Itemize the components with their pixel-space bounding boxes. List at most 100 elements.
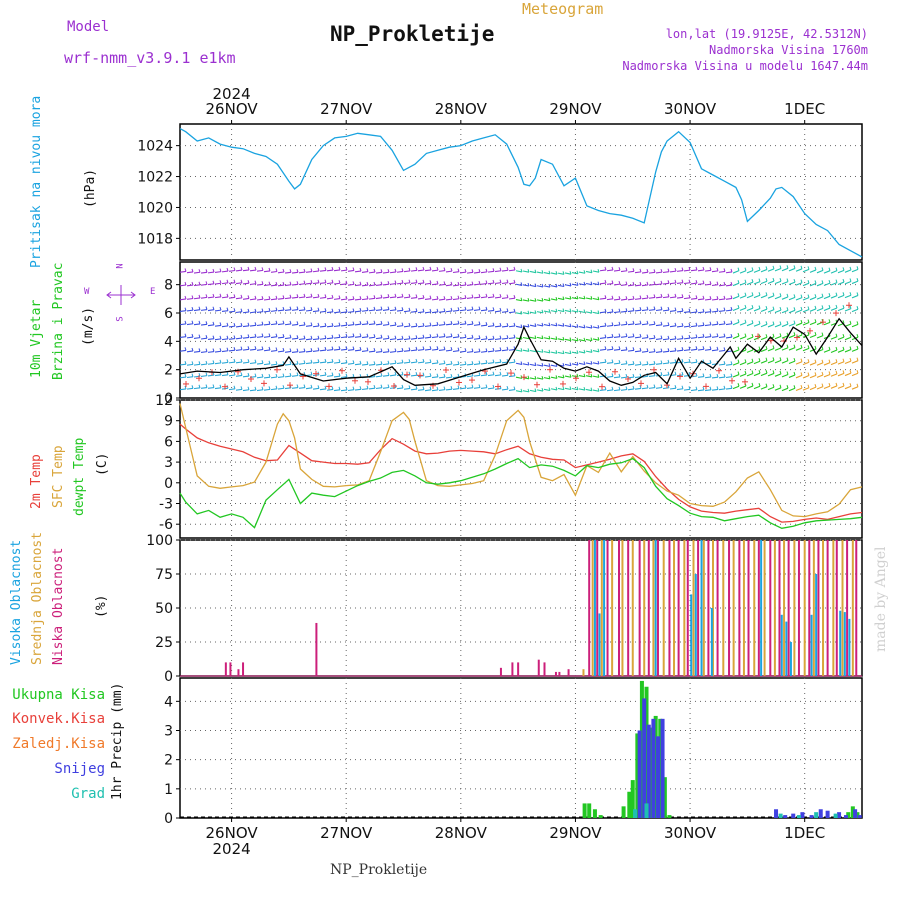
wind-barb-tick: [415, 279, 418, 283]
wind-barb: [263, 298, 271, 301]
wind-barb: [704, 298, 712, 301]
wind-barb-tick: [541, 335, 544, 339]
wind-barb-tick: [282, 385, 285, 389]
wind-barb: [816, 374, 824, 378]
wind-barb: [256, 336, 264, 338]
wind-barb-tick: [632, 333, 635, 337]
wind-barb-tick: [723, 307, 726, 311]
wind-barb-tick: [310, 322, 313, 326]
wind-barb: [697, 324, 705, 327]
wind-barb-tick: [205, 321, 208, 325]
wind-barb-tick: [751, 292, 754, 296]
wind-barb-tick: [527, 282, 530, 287]
wind-barb-tick: [394, 321, 397, 326]
wind-barb: [431, 311, 439, 314]
wind-barb: [788, 309, 796, 314]
wind-barb: [851, 294, 859, 299]
wind-barb: [641, 297, 649, 300]
wind-barb-tick: [828, 304, 831, 309]
wind-barb: [851, 360, 859, 364]
wind-barb-tick: [401, 347, 404, 352]
wind-barb-tick: [471, 306, 474, 310]
wind-barb-tick: [744, 292, 747, 296]
wind-barb: [655, 351, 663, 353]
wind-barb: [781, 360, 789, 364]
wind-barb: [333, 298, 341, 300]
wind-barb-tick: [786, 265, 789, 269]
temperature-ytick-label: 3: [164, 455, 173, 471]
wind-barb-tick: [282, 295, 285, 299]
wind-barb-tick: [373, 295, 376, 299]
wind-barb-tick: [471, 269, 474, 273]
wind-barb-tick: [604, 308, 607, 313]
wind-barb-tick: [611, 373, 614, 377]
wind-barb-tick: [604, 279, 607, 284]
wind-barb: [186, 297, 194, 300]
wind-barb-tick: [646, 348, 649, 352]
precip-bar: [646, 724, 651, 818]
wind-barb: [613, 324, 621, 327]
wind-barb: [557, 324, 565, 327]
wind-barb: [326, 325, 334, 328]
wind-barb: [697, 376, 705, 378]
precip-bar: [637, 730, 642, 818]
wind-barb: [648, 387, 656, 389]
wind-barb: [508, 297, 516, 300]
wind-barb-tick: [611, 346, 614, 350]
wind-barb: [340, 311, 348, 314]
wind-barb: [676, 361, 684, 364]
wind-barb: [459, 309, 467, 312]
wind-barb-tick: [506, 335, 509, 339]
tick-labels: 26NOV26NOV27NOV27NOV28NOV28NOV29NOV29NOV…: [137, 85, 825, 858]
wind-barb: [816, 307, 824, 312]
wind-barb: [515, 283, 523, 286]
wind-barb: [613, 269, 621, 272]
wind-barb-tick: [555, 350, 558, 354]
wind-barb-tick: [317, 279, 320, 283]
wind-barb-tick: [212, 293, 215, 298]
wind-barb: [452, 298, 460, 301]
wind-barb-tick: [380, 361, 383, 365]
wind-barb: [221, 296, 229, 299]
wind-compass-graphic: [106, 285, 136, 305]
wind-barb: [543, 272, 551, 275]
wind-barb: [494, 374, 502, 377]
wind-barb-tick: [842, 278, 845, 283]
wind-barb: [438, 270, 446, 272]
wind-barb-tick: [751, 320, 754, 324]
wind-barb: [438, 349, 446, 351]
wind-barb: [242, 269, 250, 272]
wind-barb: [277, 350, 285, 353]
wind-barb-tick: [667, 359, 670, 364]
wind-barb-tick: [653, 334, 656, 339]
wind-barb: [214, 309, 222, 312]
cloud-bar: [732, 540, 735, 676]
wind-barb-tick: [436, 280, 439, 285]
wind-barb-tick: [184, 385, 187, 390]
top-day-label: 1DEC: [784, 100, 825, 118]
wind-barb-tick: [646, 306, 649, 310]
wind-barb: [214, 350, 222, 353]
wind-barb: [683, 349, 691, 352]
wind-ytick-label: 0: [164, 391, 173, 407]
wind-barb-tick: [758, 346, 761, 350]
wind-barb: [536, 377, 544, 380]
wind-barb-tick: [856, 383, 859, 387]
wind-barb: [487, 270, 495, 273]
wind-barb-tick: [373, 361, 376, 365]
wind-barb-tick: [282, 334, 285, 338]
wind-barb-tick: [716, 386, 719, 390]
precip-bar: [662, 777, 667, 818]
wind-barb-tick: [639, 295, 642, 299]
wind-barb: [193, 387, 201, 390]
cloud-bar: [593, 540, 596, 676]
cloud-bar: [787, 540, 790, 676]
wind-barb: [180, 363, 187, 366]
wind-barb: [557, 284, 565, 288]
wind-barb: [753, 294, 761, 299]
precip-bar: [791, 813, 796, 818]
wind-barb-tick: [821, 293, 824, 297]
wind-barb: [466, 363, 474, 366]
wind-barb: [704, 376, 712, 379]
wind-barb-tick: [807, 294, 810, 298]
